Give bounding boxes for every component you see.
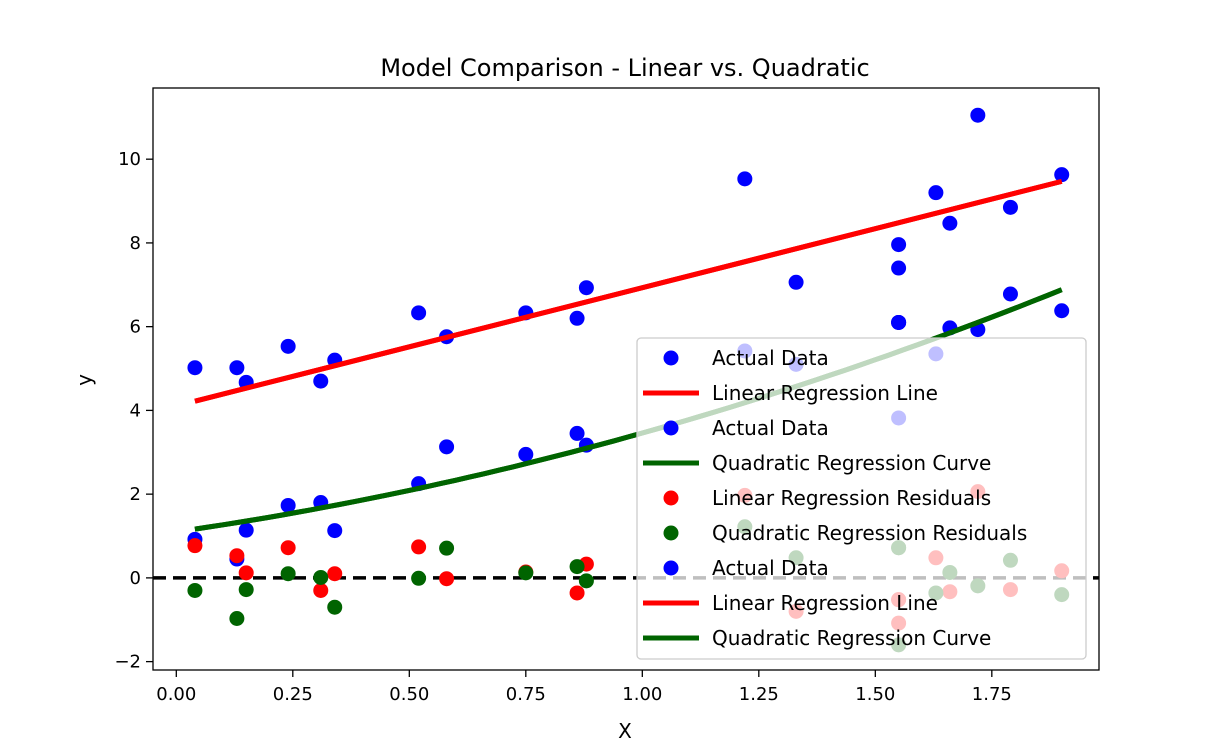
legend-label: Quadratic Regression Curve xyxy=(712,451,991,475)
data-point xyxy=(187,582,203,598)
data-point xyxy=(891,314,907,330)
legend-item: Actual Data xyxy=(663,346,829,370)
data-point xyxy=(569,585,585,601)
data-point xyxy=(1002,286,1018,302)
x-axis-title: X xyxy=(618,719,632,743)
legend: Actual Data Linear Regression Line Actual … xyxy=(636,337,1087,660)
legend-label: Linear Regression Line xyxy=(712,591,938,615)
data-point xyxy=(238,565,254,581)
legend-label: Linear Regression Line xyxy=(712,381,938,405)
data-point xyxy=(518,565,534,581)
data-point xyxy=(928,185,944,201)
chart-title: Model Comparison - Linear vs. Quadratic xyxy=(380,54,869,82)
data-point xyxy=(970,107,986,123)
data-point xyxy=(229,610,245,626)
data-point xyxy=(942,215,958,231)
legend-label: Linear Regression Residuals xyxy=(712,486,991,510)
data-point xyxy=(569,425,585,441)
legend-item: Quadratic Regression Curve xyxy=(643,626,991,650)
data-point xyxy=(327,523,343,539)
legend-marker-dot xyxy=(663,420,679,436)
legend-marker-dot xyxy=(663,525,679,541)
data-point xyxy=(737,171,753,187)
data-point xyxy=(229,548,245,564)
data-point xyxy=(578,280,594,296)
y-tick-label: 4 xyxy=(130,400,141,421)
data-point xyxy=(327,599,343,615)
x-tick-label: 1.50 xyxy=(855,684,895,705)
data-point xyxy=(280,497,296,513)
axes-frame xyxy=(152,87,1100,671)
y-tick-label: 6 xyxy=(130,317,141,338)
x-tick-label: 0.00 xyxy=(156,684,196,705)
legend-marker-dot xyxy=(663,350,679,366)
legend-item: Linear Regression Line xyxy=(643,381,938,405)
data-point xyxy=(313,569,329,585)
data-point xyxy=(439,540,455,556)
y-axis-title: y xyxy=(72,374,96,386)
y-tick-label: 10 xyxy=(118,149,141,170)
y-tick-label: 0 xyxy=(130,568,141,589)
legend-marker-dot xyxy=(663,490,679,506)
legend-label: Actual Data xyxy=(712,416,829,440)
data-point xyxy=(411,570,427,586)
data-point xyxy=(411,305,427,321)
data-point xyxy=(518,446,534,462)
data-point xyxy=(280,540,296,556)
legend-box xyxy=(636,337,1087,660)
x-tick-label: 0.25 xyxy=(273,684,313,705)
data-point xyxy=(411,539,427,555)
legend-label: Actual Data xyxy=(712,346,829,370)
data-point xyxy=(313,582,329,598)
legend-item: Quadratic Regression Curve xyxy=(643,451,991,475)
axes: 0.00 0.25 0.50 0.75 1.00 1.25 1.50 1.75 −2 0 2 4 6 8 1… xyxy=(114,87,1100,705)
legend-label: Actual Data xyxy=(712,556,829,580)
y-tick-label: −2 xyxy=(114,652,141,673)
legend-item: Linear Regression Line xyxy=(643,591,938,615)
legend-item: Quadratic Regression Residuals xyxy=(663,521,1027,545)
x-tick-label: 1.25 xyxy=(739,684,779,705)
legend-marker-dot xyxy=(663,560,679,576)
legend-label: Quadratic Regression Curve xyxy=(712,626,991,650)
data-point xyxy=(229,360,245,376)
y-tick-label: 8 xyxy=(130,233,141,254)
data-point xyxy=(187,538,203,554)
data-point xyxy=(569,559,585,575)
x-tick-label: 0.50 xyxy=(389,684,429,705)
data-point xyxy=(313,373,329,389)
data-point xyxy=(891,237,907,253)
data-point xyxy=(578,573,594,589)
data-point xyxy=(280,566,296,582)
linear-regression-line xyxy=(194,178,1063,404)
data-point xyxy=(788,274,804,290)
y-tick-label: 2 xyxy=(130,484,141,505)
x-tick-label: 1.75 xyxy=(972,684,1012,705)
data-point xyxy=(439,439,455,455)
legend-label: Quadratic Regression Residuals xyxy=(712,521,1027,545)
data-point xyxy=(569,310,585,326)
data-point xyxy=(1002,199,1018,215)
x-tick-label: 0.75 xyxy=(506,684,546,705)
data-point xyxy=(238,582,254,598)
x-tick-label: 1.00 xyxy=(622,684,662,705)
legend-item: Linear Regression Residuals xyxy=(663,486,991,510)
data-point xyxy=(238,522,254,538)
data-point xyxy=(1054,303,1070,319)
data-point xyxy=(280,338,296,354)
legend-item: Actual Data xyxy=(663,416,829,440)
data-point xyxy=(187,360,203,376)
data-point xyxy=(327,566,343,582)
legend-item: Actual Data xyxy=(663,556,829,580)
data-point xyxy=(891,260,907,276)
data-point xyxy=(439,571,455,587)
data-point xyxy=(1054,167,1070,183)
